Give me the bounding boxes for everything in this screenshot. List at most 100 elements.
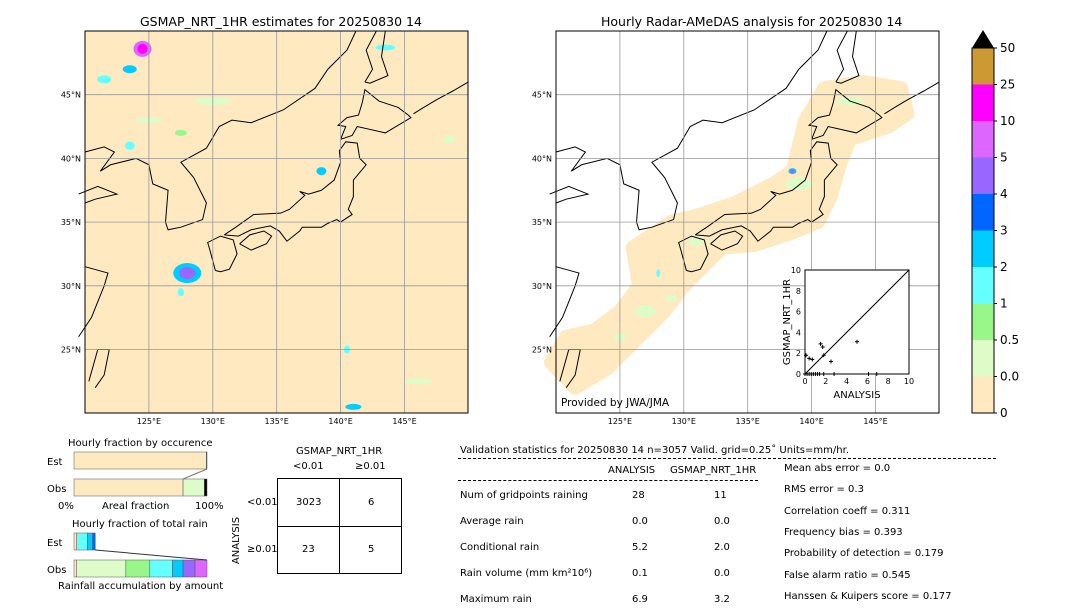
rain-frac-title: Hourly fraction of total rain xyxy=(72,519,208,530)
cell-miss: 23 xyxy=(302,544,315,555)
scatter-point xyxy=(818,341,823,346)
table-row-label: ANALYSIS xyxy=(231,516,243,565)
lon-tick-label: 145°E xyxy=(392,417,416,426)
right-map: 125°E 130°E 135°E 140°E 145°E 45°N 40°N 35°N 30°… xyxy=(532,30,940,426)
stat-gsmap-value: 3.2 xyxy=(714,594,730,605)
one-to-one-line xyxy=(804,269,910,375)
scatter-point xyxy=(820,344,825,349)
scatter-point xyxy=(807,356,812,361)
lon-tick-label: 130°E xyxy=(201,417,225,426)
rain-est-bar xyxy=(73,532,77,551)
occurrence-title: Hourly fraction by occurence xyxy=(68,438,213,449)
coastline xyxy=(555,30,828,231)
stat-analysis-value: 0.1 xyxy=(632,568,648,579)
rain-obs-bar xyxy=(194,559,208,578)
right-map-title: Hourly Radar-AMeDAS analysis for 2025083… xyxy=(601,14,903,29)
scatter-point xyxy=(804,353,809,358)
rain-area xyxy=(174,129,187,136)
stat-analysis-value: 28 xyxy=(632,490,645,501)
cell-hit: 5 xyxy=(368,544,375,555)
colorbar-label: 2 xyxy=(1000,260,1008,274)
rain-est-bar xyxy=(87,532,93,551)
colorbar-segment xyxy=(972,48,994,85)
rain-obs-bar xyxy=(76,559,127,578)
rain-area xyxy=(443,135,456,144)
occ-est-bar xyxy=(73,451,207,470)
x-tick-label: 10 xyxy=(904,377,914,386)
y-tick-label: 4 xyxy=(796,328,801,337)
colorbar-segment xyxy=(972,230,994,267)
coastline xyxy=(678,235,709,273)
occ-est-label: Est xyxy=(47,457,63,468)
coastline xyxy=(710,230,744,251)
right-map-frame xyxy=(555,30,940,414)
scatter-point xyxy=(832,372,837,376)
colorbar-label: 10 xyxy=(1000,114,1015,128)
coastline xyxy=(78,185,119,204)
stat-row-label: Maximum rain xyxy=(460,594,532,605)
colorbar-label: 1 xyxy=(1000,297,1008,311)
cell-hits-none: 3023 xyxy=(296,497,322,508)
colorbar-label: 4 xyxy=(1000,187,1008,201)
x-tick-label: 6 xyxy=(865,377,870,386)
score-line: False alarm ratio = 0.545 xyxy=(784,569,911,581)
occ-obs-label: Obs xyxy=(47,484,67,495)
colorbar-segment xyxy=(972,121,994,158)
colorbar-extend-arrow xyxy=(972,30,994,48)
colorbar-label: 0 xyxy=(1000,406,1008,420)
coastline xyxy=(884,81,940,115)
stat-analysis-value: 0.0 xyxy=(632,516,648,527)
lon-tick-label: 130°E xyxy=(672,417,696,426)
coastline xyxy=(549,185,590,204)
lon-tick-label: 125°E xyxy=(608,417,632,426)
stat-gsmap-value: 11 xyxy=(714,490,727,501)
lon-tick-label: 135°E xyxy=(265,417,289,426)
rain-xlabel: Rainfall accumulation by amount xyxy=(58,581,224,592)
scatter-point xyxy=(821,353,826,358)
left-map: 125°E 130°E 135°E 140°E 145°E 45°N 40°N 35°N 30°… xyxy=(61,30,469,426)
stats-header: Validation statistics for 20250830 14 n=… xyxy=(460,445,849,456)
rain-area xyxy=(179,267,196,280)
lat-tick-label: 30°N xyxy=(61,282,81,291)
scatter-point xyxy=(855,339,859,344)
credit-text: Provided by JWA/JMA xyxy=(561,397,670,409)
table-row-1: ≥0.01 xyxy=(247,544,278,555)
maps: 125°E 130°E 135°E 140°E 145°E 45°N 40°N 35°N 30°… xyxy=(61,30,940,426)
rain-area xyxy=(124,141,135,150)
score-line: Frequency bias = 0.393 xyxy=(784,526,903,538)
colorbar-segment xyxy=(972,303,994,340)
score-line: Mean abs error = 0.0 xyxy=(784,463,891,474)
stat-row-label: Average rain xyxy=(460,516,524,527)
rain-area xyxy=(177,288,184,297)
y-tick-label: 6 xyxy=(796,308,801,317)
scatter-point xyxy=(866,372,871,376)
lat-tick-label: 40°N xyxy=(532,154,552,163)
lon-tick-label: 135°E xyxy=(736,417,760,426)
lat-tick-label: 45°N xyxy=(61,91,81,100)
colorbar-segment xyxy=(972,84,994,121)
lat-tick-label: 35°N xyxy=(61,218,81,227)
score-line: Correlation coeff = 0.311 xyxy=(784,505,911,517)
rain-area xyxy=(656,269,661,278)
score-line: RMS error = 0.3 xyxy=(784,484,864,496)
scatter-point xyxy=(821,372,826,376)
rain-est-bar xyxy=(92,532,96,551)
y-tick-label: 10 xyxy=(791,266,801,275)
lat-tick-label: 45°N xyxy=(532,91,552,100)
rain-obs-bar xyxy=(73,559,77,578)
stat-analysis-value: 6.9 xyxy=(632,594,648,605)
scatter-point xyxy=(874,372,879,376)
colorbar-segment xyxy=(972,157,994,194)
x-tick-label: 0 xyxy=(802,377,807,386)
stat-gsmap-value: 0.0 xyxy=(714,516,730,527)
colorbar-label: 5 xyxy=(1000,151,1008,165)
rain-area xyxy=(122,65,137,74)
occ-obs-bar xyxy=(204,478,208,497)
lon-tick-label: 125°E xyxy=(137,417,161,426)
table-col-1: ≥0.01 xyxy=(355,461,386,472)
stat-gsmap-value: 2.0 xyxy=(714,542,730,553)
colorbar-label: 0.01 xyxy=(1000,370,1020,384)
coastline xyxy=(224,141,367,242)
rain-area xyxy=(635,305,656,318)
